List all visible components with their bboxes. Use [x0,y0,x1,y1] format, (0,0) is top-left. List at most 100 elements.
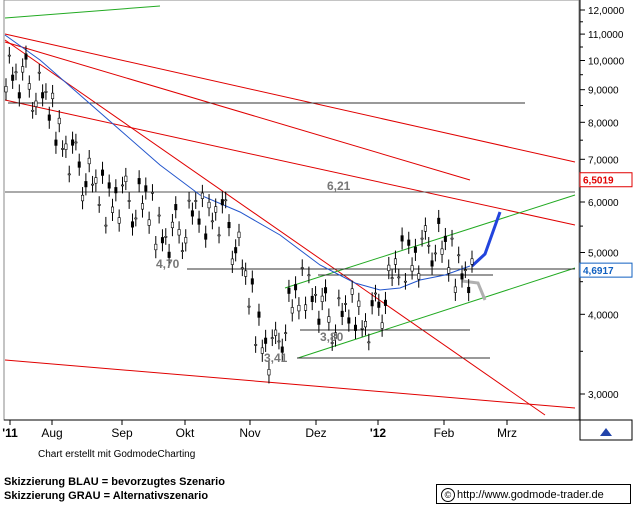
price-tag-label: 6,5019 [583,176,614,187]
moving-average-line [4,34,471,291]
candle-body [264,337,268,344]
website-url[interactable]: http://www.godmode-trader.de [457,489,604,501]
candle-body [417,273,421,280]
candle-body [327,316,331,323]
candle-body [300,267,304,269]
y-tick-label: 8,0000 [588,118,619,129]
candle-body [463,269,467,271]
scenario-legend: Skizzierung BLAU = bevorzugtes Szenario … [4,475,225,503]
level-annotation: 6,21 [327,179,351,193]
candle-body [284,332,288,334]
candle-body [390,277,394,279]
candle-body [61,148,65,150]
candle-body [460,273,464,280]
candle-body [407,239,411,246]
candle-body [237,231,241,238]
annotations: 6,21 4,70 3,80 3,41 [156,179,351,365]
candle-body [450,237,454,240]
green-channel-lower [297,267,576,359]
candle-body [84,181,88,188]
price-chart: 12,0000 11,0000 10,0000 9,0000 8,0000 7,0000 6… [2,0,633,441]
candle-body [51,92,55,100]
candle-body [230,258,234,265]
candle-body [360,328,364,330]
candle-body [440,248,444,255]
candle-body [470,258,474,265]
x-tick-label: Sep [111,426,133,440]
y-tick-label: 7,0000 [588,155,619,166]
chart-credit: Chart erstellt mit GodmodeCharting [38,449,196,460]
candle-body [314,293,318,296]
red-lower-line [4,359,576,409]
candle-body [37,71,41,74]
candle-body [403,280,407,283]
candle-body [294,284,298,291]
x-tick-label: Mrz [497,426,517,440]
candle-body [217,234,221,237]
candle-body [144,185,148,192]
candle-body [71,139,75,146]
candle-body [377,301,381,308]
candle-body [104,224,108,227]
candle-body [180,250,184,252]
x-tick-label: Feb [434,426,455,440]
candle-body [121,184,125,187]
candle-body [453,286,457,293]
candle-body [350,288,354,295]
candle-body [227,222,231,229]
x-tick-label: '12 [370,426,387,440]
candle-body [270,337,274,339]
candle-body [334,332,338,339]
candle-body [11,74,15,81]
candle-body [177,229,181,236]
candle-body [353,324,357,331]
candlesticks [4,45,474,384]
candle-body [420,237,424,240]
candle-body [31,109,35,112]
y-tick-label: 4,0000 [588,310,619,321]
y-tick-label: 9,0000 [588,86,619,97]
candle-body [124,175,128,182]
x-axis-ticks: '11 Aug Sep Okt Nov Dez '12 Feb Mrz [2,420,517,440]
candle-body [393,258,397,265]
x-tick-label: '11 [2,426,18,440]
plot-area [3,0,580,421]
candle-body [383,299,387,306]
legend-grey: Skizzierung GRAU = Alternativszenario [4,490,209,502]
candle-body [57,117,61,125]
candle-body [4,86,8,93]
candle-body [467,286,471,294]
y-axis-ticks: 12,0000 11,0000 10,0000 9,0000 8,0000 7,0000 6… [580,6,625,401]
chart-tool-icon[interactable] [600,428,612,436]
candle-body [7,54,11,57]
candle-body [101,169,105,176]
candle-body [157,214,161,217]
level-annotation: 4,70 [156,257,180,271]
candle-body [427,244,431,247]
candle-body [244,270,248,277]
candle-body [24,53,28,60]
candle-body [134,217,138,220]
candle-body [137,178,141,185]
candle-body [207,201,211,209]
candle-body [107,182,111,189]
candle-body [204,233,208,240]
y-tick-label: 12,0000 [588,6,625,17]
candle-body [47,114,51,121]
candle-body [27,83,31,90]
website-link[interactable]: © http://www.godmode-trader.de [436,484,631,504]
copyright-icon: © [441,488,455,502]
candle-body [87,157,91,165]
candle-body [257,311,261,318]
candle-body [74,141,78,144]
candle-body [224,199,228,202]
candle-body [297,305,301,312]
candle-body [214,206,218,213]
candle-body [147,219,151,226]
legend-blue: Skizzierung BLAU = bevorzugtes Szenario [4,476,225,488]
x-tick-label: Dez [305,426,326,440]
candle-body [111,206,115,213]
candle-body [174,204,178,211]
scenario-blue-sketch [470,211,502,268]
